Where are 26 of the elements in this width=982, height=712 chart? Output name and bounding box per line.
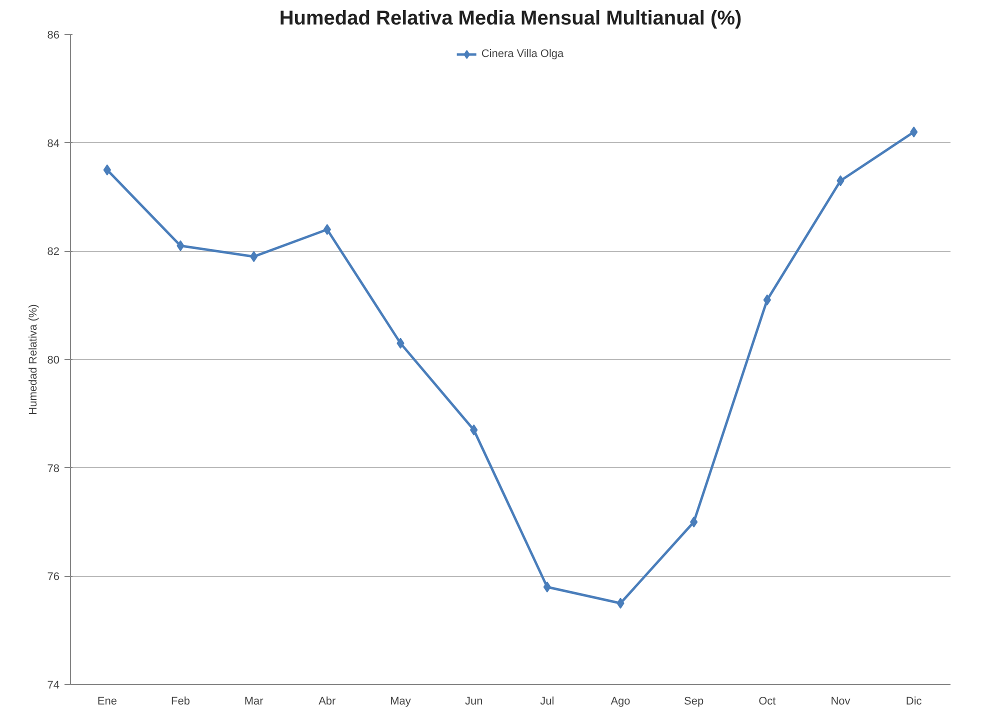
point	[690, 516, 698, 528]
x-tick-label: Jul	[540, 696, 554, 708]
y-tick-label: 78	[47, 462, 60, 475]
point	[910, 126, 918, 138]
y-tick-label: 74	[47, 680, 60, 692]
y-tick-label: 76	[47, 571, 60, 584]
y-tick-label: 82	[47, 246, 60, 258]
x-tick-label: Oct	[758, 696, 776, 708]
x-tick-label: Abr	[318, 696, 336, 708]
x-tick-label: Sep	[684, 696, 704, 708]
point	[323, 224, 331, 235]
y-tick-label: 80	[47, 354, 60, 366]
y-tick-label: 84	[47, 138, 60, 150]
point	[543, 582, 551, 592]
x-tick-label: Nov	[830, 696, 851, 708]
x-tick-label: May	[390, 696, 412, 708]
x-tick-label: Mar	[244, 696, 264, 708]
x-tick-label: Jun	[464, 696, 483, 708]
x-tick-label: Ene	[97, 696, 117, 708]
x-tick-label: Ago	[610, 696, 630, 708]
legend-label: Cinera Villa Olga	[481, 48, 564, 60]
y-axis-title: Humedad Relativa (%)	[27, 304, 40, 415]
y-tick-label: 86	[47, 30, 60, 42]
x-tick-label: Feb	[171, 696, 190, 708]
chart-title: Humedad Relativa Media Mensual Multianual (%)	[279, 8, 742, 30]
x-tick-label: Dic	[906, 696, 922, 708]
